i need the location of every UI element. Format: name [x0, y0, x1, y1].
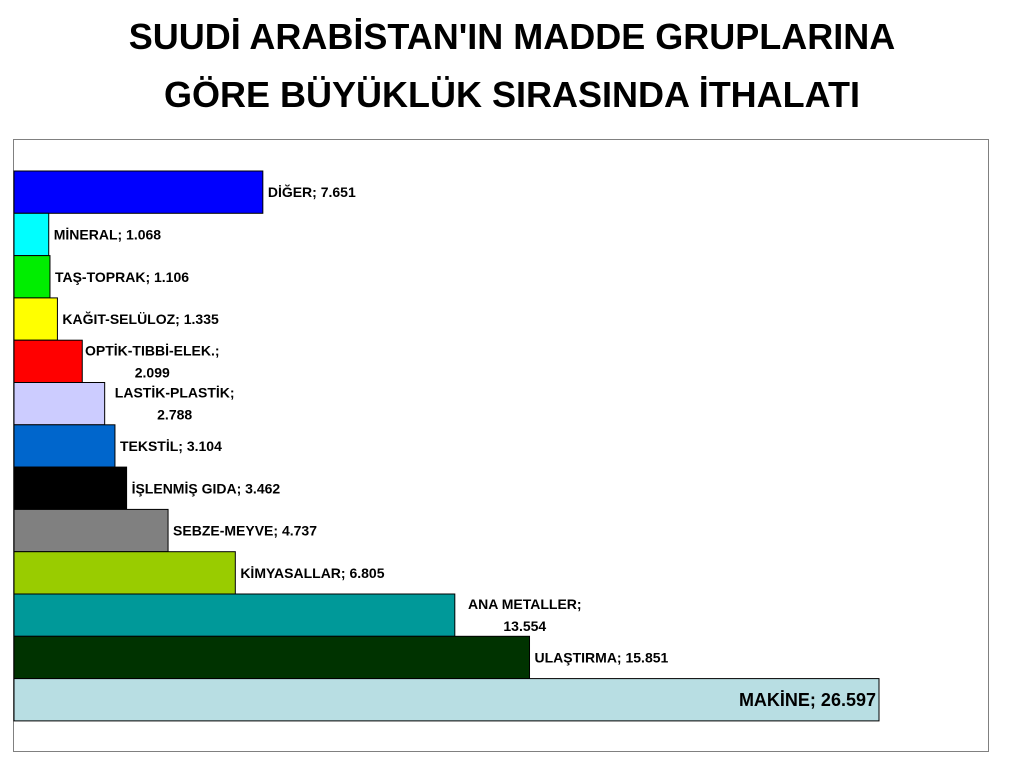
title-line-1: SUUDİ ARABİSTAN'IN MADDE GRUPLARINA	[128, 16, 896, 57]
bar-4	[13, 339, 83, 384]
bar-10	[13, 593, 456, 637]
bar-3	[13, 297, 58, 341]
bar-label-1: MİNERAL; 1.068	[54, 226, 162, 242]
bar-label-0: DİĞER; 7.651	[268, 183, 356, 200]
title-line-2: GÖRE BÜYÜKLÜK SIRASINDA İTHALATI	[164, 74, 860, 115]
bar-label-12: MAKİNE; 26.597	[739, 690, 876, 710]
bar-0	[13, 170, 264, 214]
bar-5	[13, 382, 106, 426]
bar-label-10: ANA METALLER; 13.554	[468, 596, 582, 634]
bar-12	[13, 678, 880, 722]
bar-label-8: SEBZE-MEYVE; 4.737	[173, 523, 317, 539]
bar-11	[13, 635, 531, 680]
bar-8	[13, 508, 169, 553]
bar-label-7: İŞLENMİŞ GIDA; 3.462	[132, 480, 281, 496]
bar-6	[13, 424, 116, 468]
bar-label-2: TAŞ-TOPRAK; 1.106	[55, 269, 189, 285]
bar-label-9: KİMYASALLAR; 6.805	[240, 565, 384, 581]
bar-label-3: KAĞIT-SELÜLOZ; 1.335	[62, 310, 219, 327]
chart-title: SUUDİ ARABİSTAN'IN MADDE GRUPLARINA GÖRE…	[0, 8, 1024, 124]
bar-label-11: ULAŞTIRMA; 15.851	[535, 649, 669, 665]
bar-2	[13, 255, 51, 299]
bar-label-6: TEKSTİL; 3.104	[120, 438, 222, 454]
bar-1	[13, 212, 50, 257]
bar-9	[13, 551, 236, 595]
bar-7	[13, 466, 128, 510]
bar-label-4: OPTİK-TIBBİ-ELEK.; 2.099	[85, 342, 220, 380]
bar-label-5: LASTİK-PLASTİK; 2.788	[115, 385, 235, 423]
